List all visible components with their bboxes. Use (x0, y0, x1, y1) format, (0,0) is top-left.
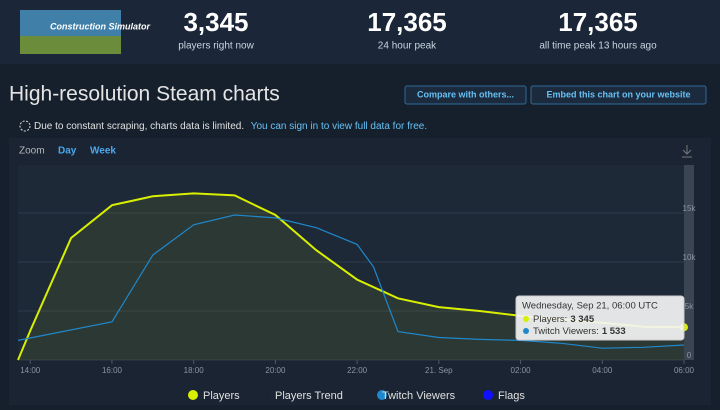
legend-label[interactable]: Players Trend (275, 390, 343, 402)
stat-label: players right now (178, 41, 254, 52)
logo-text: Construction Simulator (50, 21, 150, 31)
legend-label[interactable]: Flags (498, 390, 525, 402)
legend-label[interactable]: Twitch Viewers (382, 390, 456, 402)
tooltip-swatch (523, 316, 529, 322)
x-tick-label: 14:00 (20, 366, 41, 375)
scrollbar[interactable] (684, 165, 694, 360)
y-tick-label: 0 (687, 351, 692, 360)
x-tick-label: 04:00 (592, 366, 613, 375)
download-icon[interactable] (682, 145, 692, 158)
x-tick-label: 02:00 (511, 366, 532, 375)
compare-button[interactable] (404, 85, 527, 105)
stat-value: 17,365 (558, 7, 638, 37)
x-tick-label: 22:00 (347, 366, 368, 375)
legend-swatch[interactable] (270, 390, 280, 400)
tooltip (515, 295, 685, 341)
legend-label[interactable]: Players (203, 390, 240, 402)
notice-text: Due to constant scraping, charts data is… (34, 121, 244, 132)
notice-icon (19, 120, 31, 132)
series-line (17, 214, 685, 349)
x-tick-label: 06:00 (674, 366, 695, 375)
x-tick-label: 21. Sep (425, 366, 453, 375)
logo-ground (20, 36, 121, 54)
tooltip-title: Wednesday, Sep 21, 06:00 UTC (522, 301, 658, 312)
embed-button[interactable] (530, 85, 707, 105)
tooltip-row: Players: 3 345 (533, 314, 595, 325)
notice-link[interactable]: You can sign in to view full data for fr… (251, 121, 427, 132)
stat-label: 24 hour peak (378, 41, 437, 52)
tooltip-label: Players: (533, 314, 567, 325)
x-tick-label: 20:00 (265, 366, 286, 375)
x-tick-label: 18:00 (184, 366, 205, 375)
stat-label: all time peak 13 hours ago (539, 41, 657, 52)
y-tick-label: 5k (685, 302, 694, 311)
tooltip-label: Twitch Viewers: (533, 326, 599, 337)
notice: Due to constant scraping, charts data is… (34, 121, 427, 132)
zoom-week[interactable]: Week (90, 146, 116, 157)
stat-value: 3,345 (183, 7, 248, 37)
heading: High-resolution Steam charts (9, 83, 280, 106)
zoom-day[interactable]: Day (58, 146, 77, 157)
compare-button-label[interactable]: Compare with others... (417, 89, 514, 99)
legend-swatch[interactable] (377, 390, 387, 400)
legend-swatch[interactable] (483, 390, 493, 400)
y-tick-label: 10k (683, 253, 697, 262)
embed-button-label[interactable]: Embed this chart on your website (546, 89, 690, 99)
y-tick-label: 15k (683, 204, 697, 213)
tooltip-swatch (523, 328, 529, 334)
tooltip-value: 3 345 (570, 314, 594, 325)
x-tick-label: 16:00 (102, 366, 123, 375)
legend-swatch[interactable] (188, 390, 198, 400)
zoom-label: Zoom (19, 146, 45, 157)
stat-value: 17,365 (367, 7, 447, 37)
tooltip-value: 1 533 (602, 326, 626, 337)
tooltip-row: Twitch Viewers: 1 533 (533, 326, 626, 337)
